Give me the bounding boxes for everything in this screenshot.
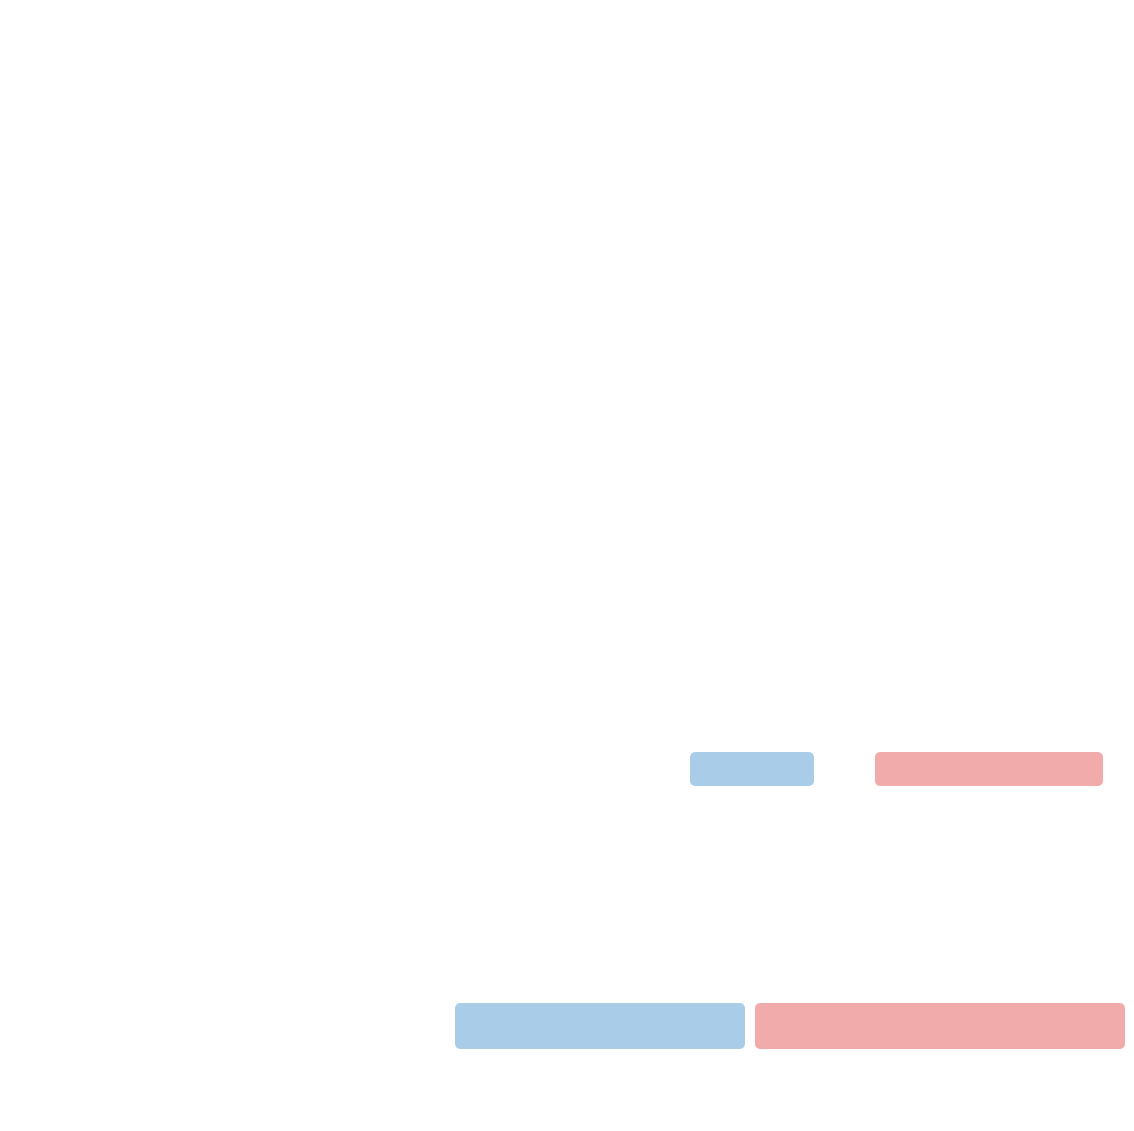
e-label-e-control [690, 752, 814, 786]
g-label-e-control [455, 1003, 745, 1049]
g-label-natfsi [755, 1003, 1125, 1049]
e-label-natfsi [875, 752, 1103, 786]
